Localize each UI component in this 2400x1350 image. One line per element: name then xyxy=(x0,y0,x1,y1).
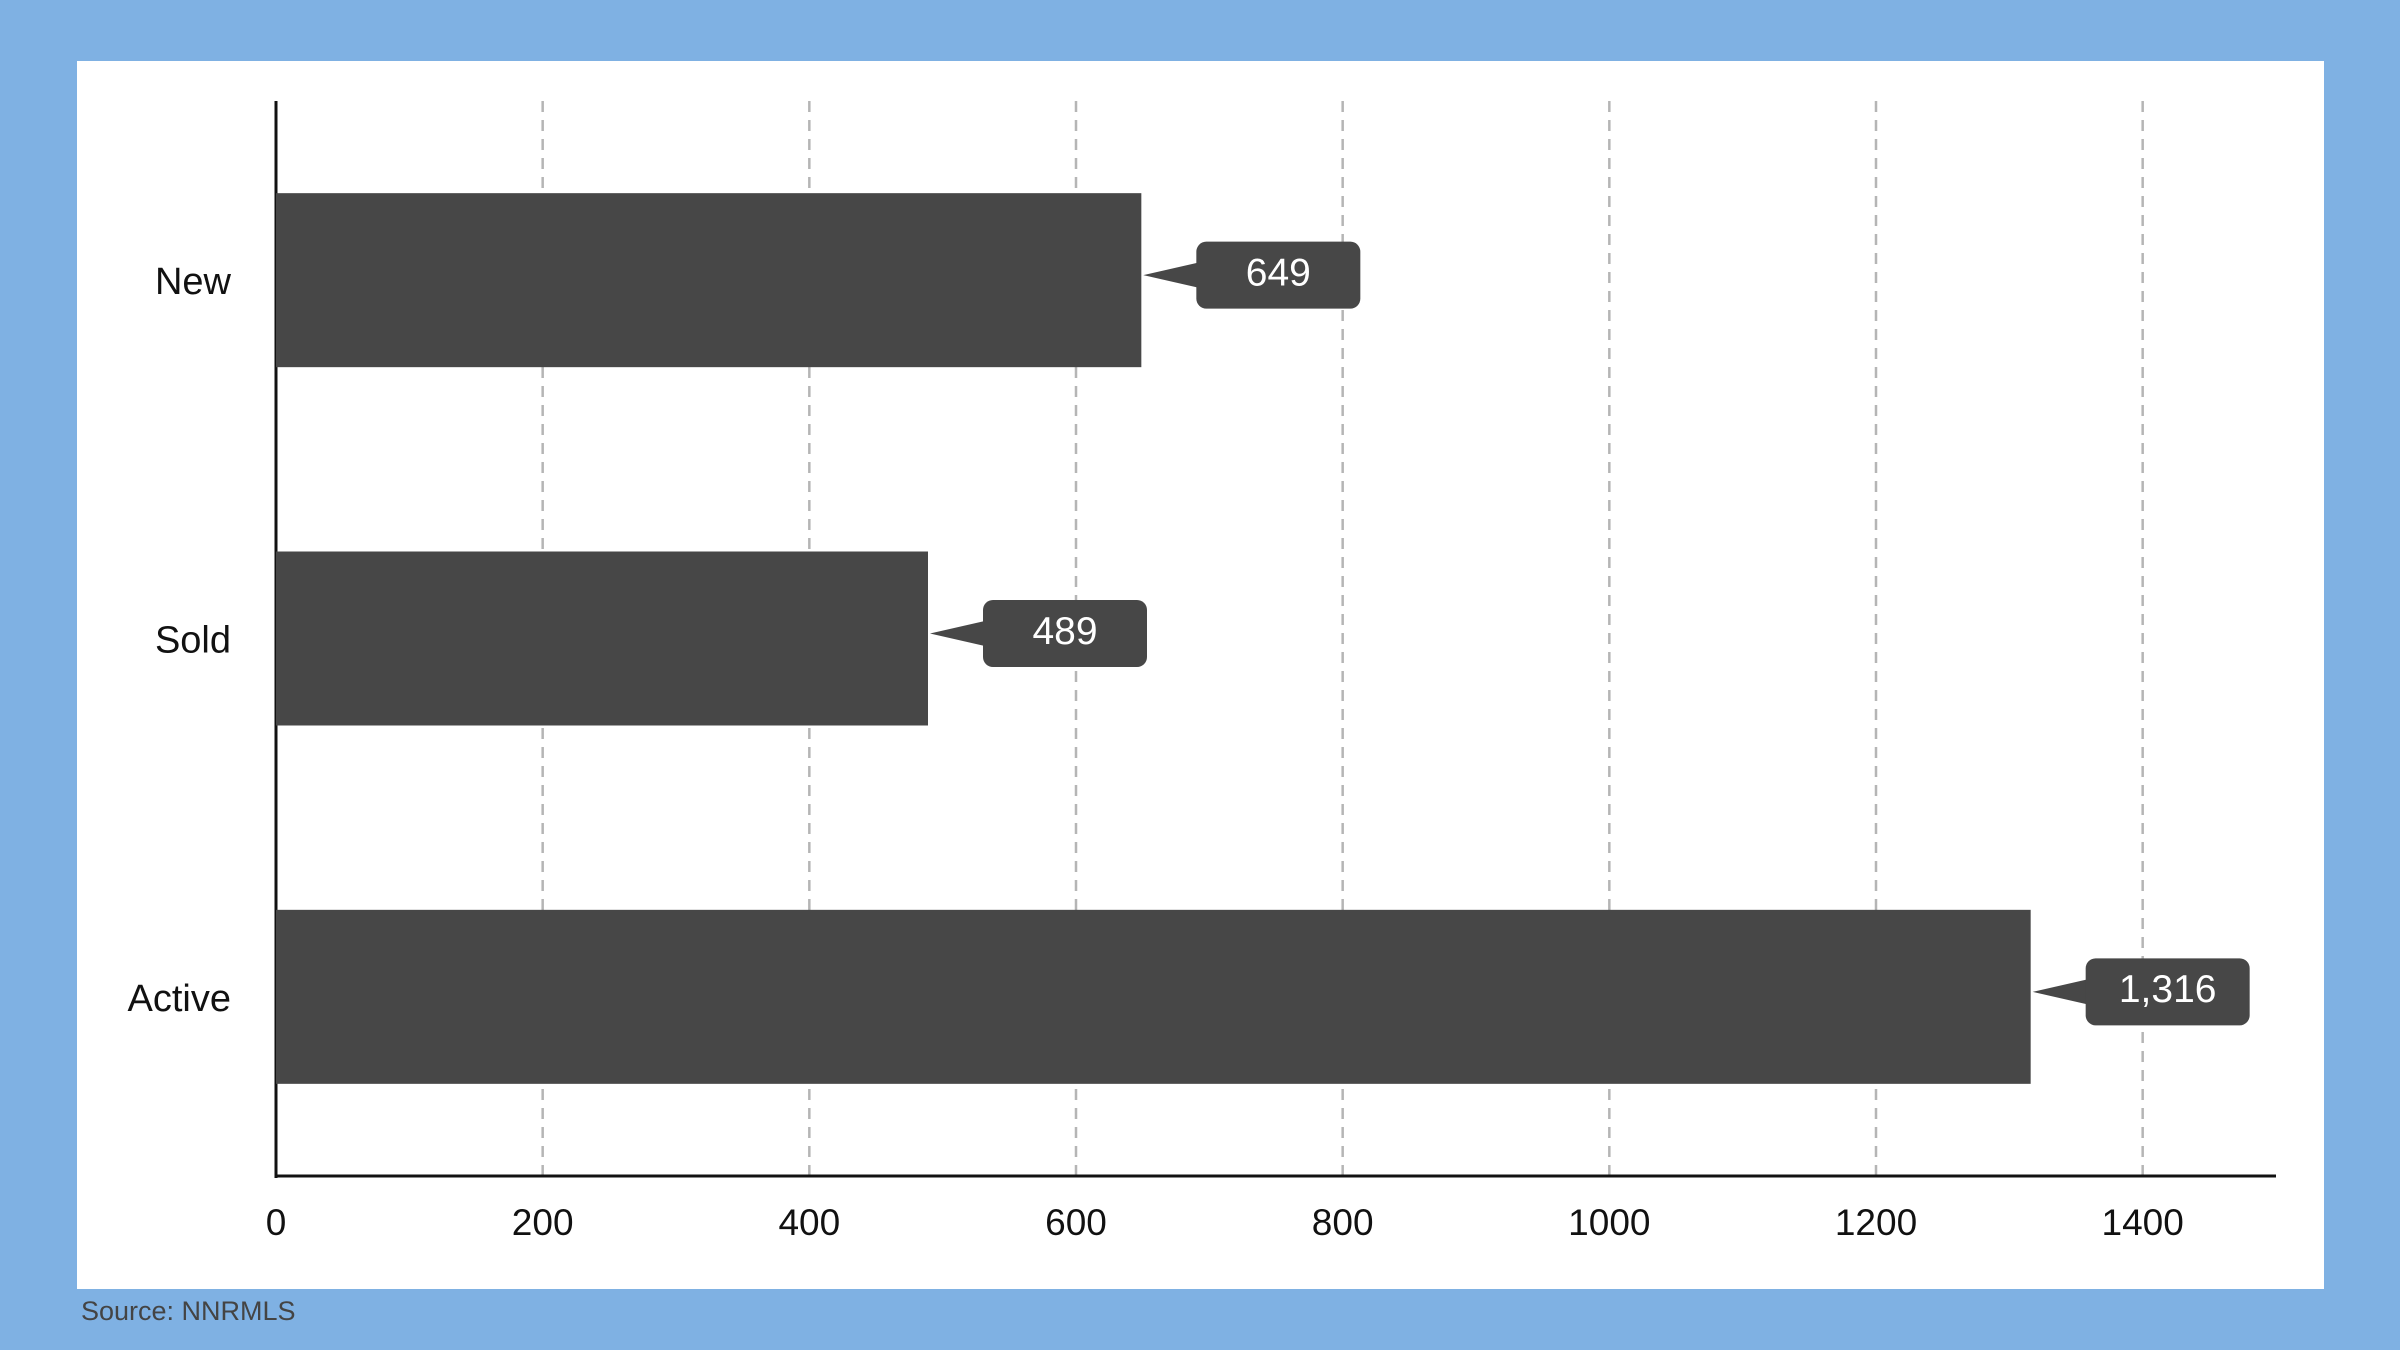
callout-pointer xyxy=(2032,978,2090,1005)
bar xyxy=(276,193,1142,368)
value-label: 649 xyxy=(1246,251,1311,294)
value-label: 1,316 xyxy=(2119,968,2217,1011)
bar xyxy=(276,909,2031,1084)
y-tick-label: New xyxy=(155,261,232,303)
x-tick-label: 200 xyxy=(512,1202,574,1243)
y-tick-label: Sold xyxy=(155,620,231,662)
x-tick-label: 1000 xyxy=(1568,1202,1650,1243)
x-tick-label: 600 xyxy=(1045,1202,1107,1243)
x-tick-label: 1200 xyxy=(1835,1202,1917,1243)
callout-pointer xyxy=(930,620,987,647)
callout-box xyxy=(2085,958,2250,1026)
value-label: 489 xyxy=(1032,610,1097,653)
x-tick-label: 400 xyxy=(778,1202,840,1243)
x-tick-label: 1400 xyxy=(2102,1202,2184,1243)
callout-box xyxy=(983,600,1147,667)
x-tick-label: 800 xyxy=(1312,1202,1374,1243)
callout-pointer xyxy=(1143,262,1201,289)
y-tick-label: Active xyxy=(128,978,231,1020)
bar xyxy=(276,551,928,726)
x-tick-label: 0 xyxy=(266,1202,287,1243)
source-note: Source: NNRMLS xyxy=(81,1296,296,1326)
callout-box xyxy=(1196,241,1361,309)
